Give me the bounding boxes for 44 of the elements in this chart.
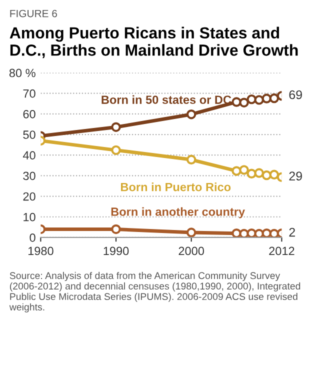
y-tick-label: 70 — [23, 89, 36, 98]
x-tick-label: 1980 — [28, 246, 54, 256]
point — [269, 170, 280, 180]
chart-title: Among Puerto Ricans in States and D.C., Births on Mainland Drive Growth — [10, 26, 298, 58]
point — [262, 94, 272, 104]
point — [254, 95, 264, 105]
y-tick-label: 50 — [23, 130, 36, 139]
point — [246, 94, 256, 104]
data-label: 2 — [289, 228, 295, 237]
y-tick-label: 10 — [24, 212, 36, 222]
y-tick-label: 60 — [23, 110, 36, 118]
data-label: 69 — [289, 90, 302, 100]
series-label: Born in Puerto Rico — [121, 182, 231, 192]
point — [186, 109, 196, 120]
source-note: Source: Analysis of data from the American Community Survey (2006-2012) and decennial censuses (1980,1990, 2000), Integrated Public Use Microdata Series (IPUMS). 2006-2009 ACS use revised weights. — [9, 272, 300, 312]
point — [239, 98, 249, 108]
point — [262, 228, 272, 238]
point — [111, 145, 121, 156]
x-tick-label: 1990 — [104, 246, 129, 256]
point — [111, 122, 121, 132]
point — [246, 168, 256, 179]
series-label: Born in another country — [111, 207, 245, 218]
caption: FIGURE 6 — [10, 10, 57, 18]
y-tick-label: 30 — [23, 172, 36, 180]
point — [239, 165, 249, 175]
point — [254, 168, 264, 178]
point — [232, 228, 242, 238]
point — [186, 154, 196, 165]
point — [269, 93, 280, 104]
x-tick-label: 2012 — [269, 246, 294, 256]
data-label: 29 — [289, 172, 302, 180]
point — [232, 166, 242, 176]
y-tick-label: 20 — [23, 192, 36, 201]
point — [269, 228, 280, 238]
y-tick-label: 80 % — [9, 68, 36, 78]
point — [262, 170, 272, 180]
point — [111, 224, 121, 234]
point — [246, 228, 256, 238]
point — [186, 228, 196, 238]
point — [254, 228, 264, 238]
y-tick-label: 40 — [22, 151, 36, 160]
point — [239, 228, 249, 238]
y-tick-label: 0 — [30, 233, 36, 242]
x-tick-label: 2000 — [178, 246, 204, 256]
